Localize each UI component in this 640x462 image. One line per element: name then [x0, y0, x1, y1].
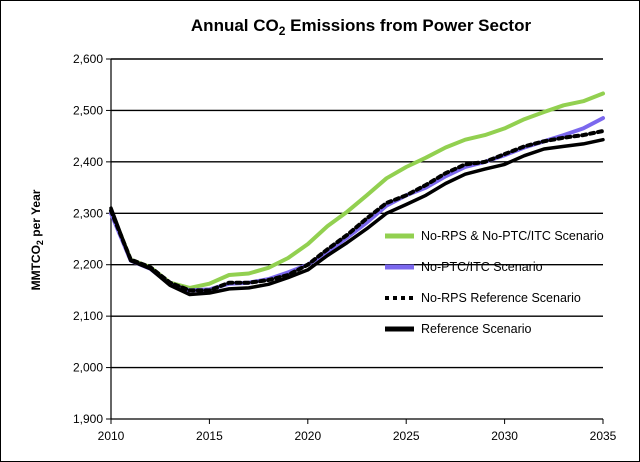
- x-tick-label: 2010: [98, 429, 125, 443]
- legend-label-1: No-RPS & No-PTC/ITC Scenario: [421, 229, 604, 243]
- y-tick-label: 2,200: [73, 258, 103, 272]
- legend-label-3: No-RPS Reference Scenario: [421, 291, 581, 305]
- x-tick-label: 2015: [196, 429, 223, 443]
- axes: [106, 58, 604, 424]
- y-tick-label: 2,400: [73, 155, 103, 169]
- y-tick-labels: 1,900 2,000 2,100 2,200 2,300 2,400 2,500 2,600: [73, 52, 103, 426]
- y-tick-label: 2,100: [73, 309, 103, 323]
- series-lines: [109, 91, 605, 297]
- legend: No-RPS & No-PTC/ITC Scenario No-PTC/ITC S…: [385, 229, 604, 336]
- y-tick-label: 2,500: [73, 103, 103, 117]
- x-tick-label: 2035: [590, 429, 617, 443]
- y-tick-label: 2,000: [73, 361, 103, 375]
- legend-label-4: Reference Scenario: [421, 322, 532, 336]
- chart-title: Annual CO2 Emissions from Power Sector: [191, 16, 532, 38]
- series-line-1: [109, 91, 605, 290]
- legend-label-2: No-PTC/ITC Scenario: [421, 260, 543, 274]
- y-tick-label: 2,300: [73, 206, 103, 220]
- series-line-3: [109, 129, 605, 293]
- x-tick-labels: 2010 2015 2020 2025 2030 2035: [98, 429, 617, 443]
- x-tick-label: 2025: [393, 429, 420, 443]
- y-tick-label: 2,600: [73, 52, 103, 66]
- series-line-4: [109, 137, 605, 297]
- y-axis-label: MMTCO2 per Year: [29, 189, 45, 290]
- y-tick-label: 1,900: [73, 412, 103, 426]
- x-tick-label: 2020: [294, 429, 321, 443]
- gridlines: [111, 58, 603, 369]
- x-tick-label: 2030: [491, 429, 518, 443]
